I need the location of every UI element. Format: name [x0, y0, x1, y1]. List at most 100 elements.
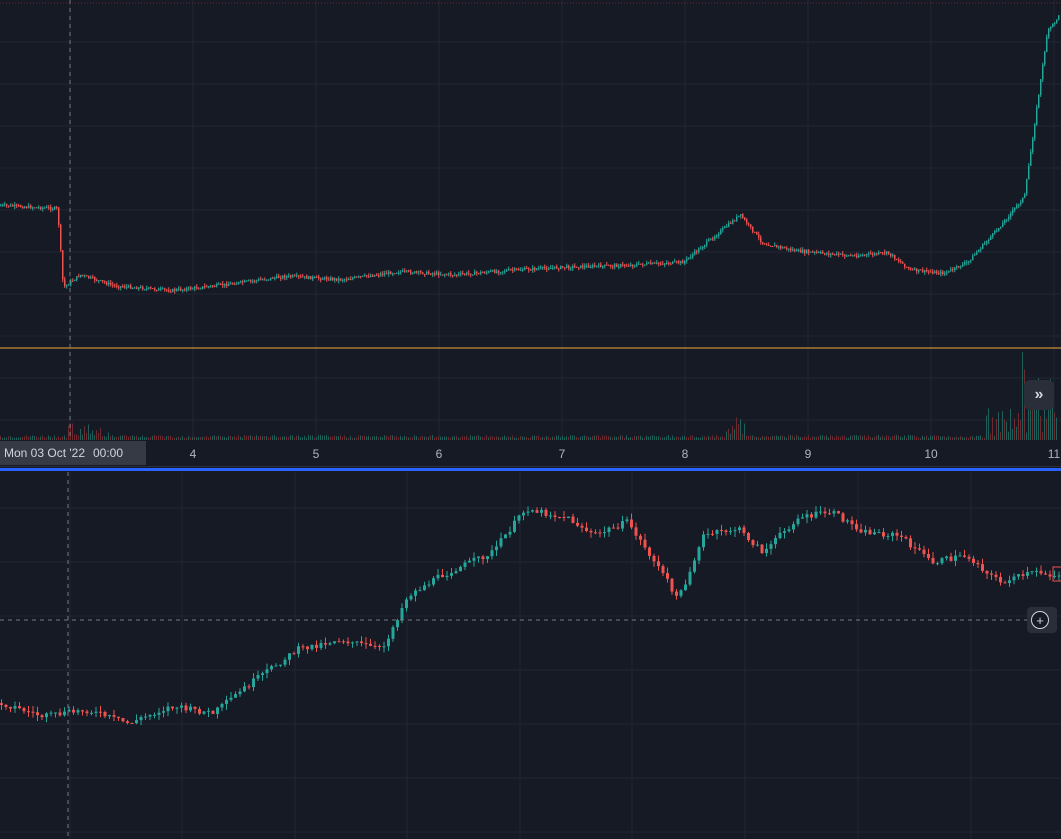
volume-bar [354, 437, 355, 440]
volume-bar [786, 437, 787, 440]
candle-body [810, 514, 813, 518]
candle-body [884, 252, 886, 254]
volume-bar [404, 435, 405, 440]
volume-bar [978, 435, 979, 440]
candle-body [898, 259, 900, 262]
candle-body [508, 531, 512, 535]
candle-body [603, 532, 606, 534]
volume-bar [66, 437, 67, 440]
volume-bar [166, 436, 167, 440]
volume-bar [876, 435, 877, 440]
candle-body [46, 207, 48, 209]
candle-body [798, 249, 800, 251]
volume-bar [484, 437, 485, 440]
candle-body [1030, 571, 1034, 573]
candle-body [188, 287, 190, 289]
candle-body [477, 556, 480, 558]
candle-body [908, 267, 910, 269]
volume-bar [618, 436, 619, 440]
candle-body [382, 646, 386, 648]
volume-bar [980, 435, 981, 440]
volume-bar [68, 425, 69, 440]
volume-bar [564, 437, 565, 440]
candle-body [976, 562, 980, 565]
candle-body [676, 261, 678, 263]
volume-bar [924, 436, 925, 440]
volume-bar [782, 435, 783, 440]
candle-body [1048, 574, 1052, 577]
volume-bar [818, 436, 819, 440]
scroll-to-realtime-button[interactable]: » [1024, 380, 1054, 410]
volume-bar [626, 435, 627, 440]
candle-body [180, 288, 182, 291]
candle-body [302, 276, 304, 278]
candle-body [224, 283, 226, 286]
volume-bar [934, 435, 935, 440]
candle-body [84, 275, 86, 277]
volume-bar [932, 436, 933, 440]
candle-body [744, 218, 746, 220]
candle-body [715, 529, 719, 534]
volume-bar [332, 436, 333, 440]
candle-body [660, 263, 662, 265]
candle-body [638, 263, 640, 265]
candle-body [722, 228, 724, 231]
candle-body [868, 253, 870, 255]
candle-body [130, 285, 132, 289]
volume-bar [434, 437, 435, 440]
candle-body [456, 274, 458, 276]
volume-bar [1030, 393, 1031, 440]
candle-body [76, 276, 78, 280]
candle-body [904, 263, 906, 267]
volume-bar [366, 436, 367, 440]
candle-body [391, 627, 395, 639]
volume-bar [510, 437, 511, 440]
candle-body [618, 266, 620, 268]
candle-body [438, 272, 440, 276]
candle-body [472, 557, 476, 561]
candle-body [48, 207, 50, 209]
volume-bar [856, 435, 857, 440]
volume-bar [722, 435, 723, 440]
candle-body [1028, 165, 1030, 180]
candle-body [242, 281, 244, 283]
candle-body [504, 271, 506, 273]
candle-body [546, 268, 548, 270]
x-axis-tick-label: 4 [190, 447, 197, 461]
candle-body [72, 280, 74, 282]
candle-body [838, 253, 840, 255]
candle-body [14, 204, 16, 207]
volume-bar [532, 436, 533, 440]
candle-body [1032, 138, 1034, 152]
candle-body [860, 255, 862, 257]
volume-bar [38, 437, 39, 440]
candle-body [262, 279, 264, 281]
candle-body [648, 262, 650, 264]
candle-body [918, 548, 921, 550]
candle-body [445, 575, 449, 578]
volume-bar [874, 436, 875, 440]
volume-bar [288, 437, 289, 440]
volume-bar [448, 437, 449, 440]
volume-bar [670, 437, 671, 440]
candle-body [44, 207, 46, 209]
candle-body [157, 712, 161, 715]
plus-circle-icon[interactable]: + [1031, 611, 1049, 629]
candle-body [186, 288, 188, 291]
candle-body [954, 555, 957, 561]
volume-bar [1012, 428, 1013, 440]
candle-body [360, 641, 363, 644]
candle-body [250, 280, 252, 282]
candle-body [146, 288, 148, 290]
volume-bar [370, 437, 371, 440]
volume-bar [898, 435, 899, 440]
candle-body [900, 535, 903, 537]
candle-body [352, 277, 354, 280]
candle-body [624, 264, 626, 266]
candle-body [220, 703, 224, 708]
candle-body [116, 285, 118, 287]
candle-body [292, 275, 294, 277]
volume-bar [716, 435, 717, 440]
candle-body [1058, 15, 1060, 20]
